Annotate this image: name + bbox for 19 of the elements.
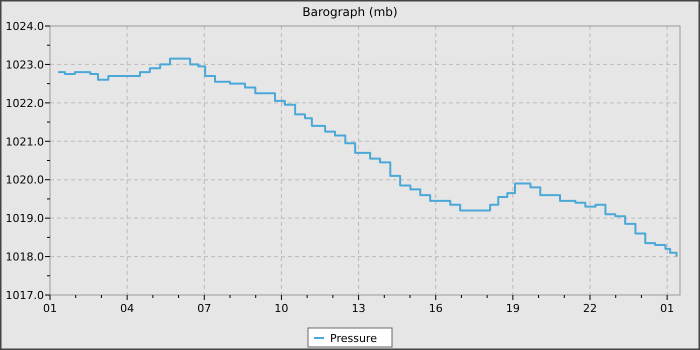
y-tick-label: 1023.0 [6,58,44,72]
x-tick-label: 07 [197,302,212,315]
x-tick-label: 16 [428,302,443,315]
y-tick-label: 1022.0 [6,96,44,110]
x-tick-label: 19 [506,302,520,315]
y-tick-label: 1017.0 [6,289,44,302]
y-tick-label: 1021.0 [6,135,44,148]
x-tick-label: 22 [583,302,597,315]
legend-label: Pressure [330,332,378,345]
x-tick-label: 04 [120,302,134,315]
y-tick-label: 1020.0 [6,174,44,187]
y-tick-label: 1024.0 [6,20,44,33]
x-tick-label: 01 [43,302,57,315]
chart-title: Barograph (mb) [302,5,398,19]
y-tick-label: 1019.0 [6,212,44,226]
x-tick-label: 10 [274,302,288,315]
x-tick-label: 01 [660,302,674,315]
x-tick-label: 13 [352,302,366,315]
y-tick-label: 1018.0 [6,250,44,264]
